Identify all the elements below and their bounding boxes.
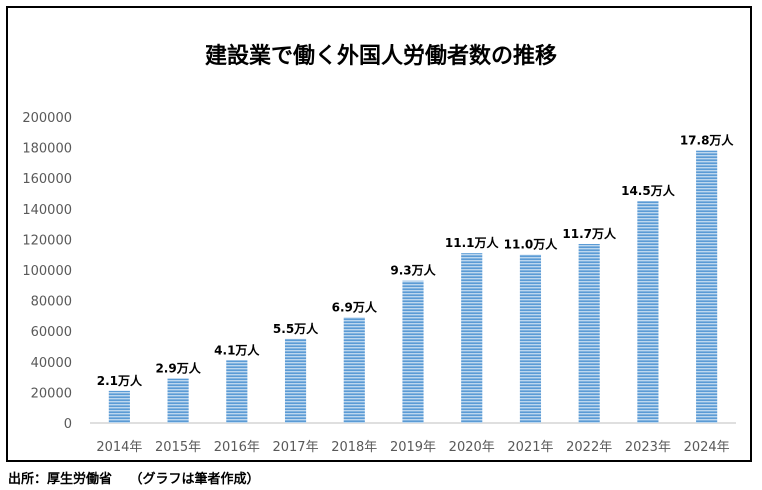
data-label: 2.9万人 bbox=[155, 361, 201, 376]
data-label: 11.1万人 bbox=[445, 235, 500, 250]
data-label: 17.8万人 bbox=[680, 133, 735, 148]
y-tick-label: 160000 bbox=[22, 172, 72, 187]
x-tick-label: 2020年 bbox=[449, 440, 495, 455]
bar bbox=[226, 360, 248, 423]
x-tick-label: 2016年 bbox=[214, 440, 260, 455]
bar bbox=[343, 317, 365, 423]
bar-chart: 建設業で働く外国人労働者数の推移 0 20000 40000 60000 80000 10… bbox=[22, 43, 736, 455]
y-tick-label: 20000 bbox=[31, 386, 72, 401]
y-axis-ticks: 0 20000 40000 60000 80000 100000 120000 140000 1… bbox=[22, 111, 72, 432]
chart-frame: 建設業で働く外国人労働者数の推移 0 20000 40000 60000 80000 10… bbox=[6, 6, 752, 462]
x-axis-labels: 2014年 2015年 2016年 2017年 2018年 2019年 2020年 2021年… bbox=[96, 440, 729, 455]
x-tick-label: 2017年 bbox=[272, 440, 318, 455]
bar bbox=[402, 280, 424, 423]
y-tick-label: 0 bbox=[64, 417, 72, 432]
bar bbox=[284, 338, 307, 423]
x-tick-label: 2022年 bbox=[566, 440, 612, 455]
data-label: 2.1万人 bbox=[97, 373, 143, 388]
bar bbox=[637, 201, 659, 423]
bars-group: 2.1万人 2.9万人 4.1万人 5.5万人 6.9万人 9.3万人 11.1万人 11.0… bbox=[97, 133, 735, 423]
y-tick-label: 60000 bbox=[31, 325, 72, 340]
bar bbox=[461, 253, 483, 423]
y-tick-label: 200000 bbox=[22, 111, 72, 126]
data-label: 4.1万人 bbox=[214, 342, 260, 357]
x-tick-label: 2024年 bbox=[684, 440, 730, 455]
y-tick-label: 80000 bbox=[31, 295, 72, 310]
y-tick-label: 140000 bbox=[22, 203, 72, 218]
y-tick-label: 40000 bbox=[31, 356, 72, 371]
bar bbox=[519, 254, 542, 423]
x-tick-label: 2015年 bbox=[155, 440, 201, 455]
data-label: 14.5万人 bbox=[621, 183, 676, 198]
x-tick-label: 2014年 bbox=[96, 440, 142, 455]
bar bbox=[578, 243, 600, 423]
source-note: 出所：厚生労働省 （グラフは筆者作成） bbox=[8, 472, 260, 487]
chart-title: 建設業で働く外国人労働者数の推移 bbox=[205, 43, 557, 69]
bar bbox=[167, 378, 189, 423]
y-tick-label: 120000 bbox=[22, 233, 72, 248]
data-label: 11.7万人 bbox=[562, 226, 617, 241]
data-label: 9.3万人 bbox=[390, 263, 436, 278]
data-label: 5.5万人 bbox=[273, 321, 319, 336]
bar bbox=[696, 150, 718, 423]
x-tick-label: 2018年 bbox=[331, 440, 377, 455]
x-tick-label: 2023年 bbox=[625, 440, 671, 455]
y-tick-label: 180000 bbox=[22, 142, 72, 157]
x-tick-label: 2021年 bbox=[507, 440, 553, 455]
data-label: 6.9万人 bbox=[332, 299, 378, 314]
x-tick-label: 2019年 bbox=[390, 440, 436, 455]
bar bbox=[108, 390, 130, 423]
data-label: 11.0万人 bbox=[504, 237, 559, 252]
y-tick-label: 100000 bbox=[22, 264, 72, 279]
